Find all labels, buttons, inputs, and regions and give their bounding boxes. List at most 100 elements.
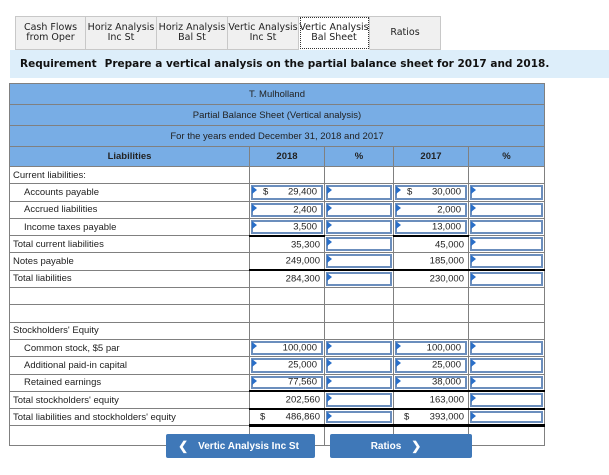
- table-row: Total current liabilities 35,300 45,000: [9, 234, 545, 254]
- value-tl-2018: 284,300: [249, 269, 325, 289]
- flag-icon: [327, 273, 332, 282]
- value-tcl-2017: 45,000: [393, 234, 469, 254]
- input-cs-pct-2017[interactable]: [468, 338, 545, 358]
- table-row: [9, 287, 545, 306]
- input-tcl-pct-2018[interactable]: [324, 235, 394, 254]
- input-apic-pct-2018[interactable]: [324, 356, 394, 375]
- flag-icon: [327, 411, 332, 420]
- flag-icon: [396, 359, 401, 368]
- input-ap-pct-2018[interactable]: [324, 183, 394, 202]
- flag-icon: [471, 220, 476, 229]
- next-button-label: Ratios: [370, 440, 402, 452]
- input-tcl-pct-2017[interactable]: [468, 235, 545, 254]
- table-row: Stockholders' Equity: [9, 321, 545, 340]
- input-accrued-2017[interactable]: 2,000: [393, 200, 469, 219]
- input-re-pct-2018[interactable]: [324, 373, 394, 392]
- row-label: Accrued liabilities: [9, 200, 250, 219]
- flag-icon: [471, 341, 476, 350]
- input-tl-pct-2017[interactable]: [468, 269, 545, 289]
- statement-period: For the years ended December 31, 2018 an…: [9, 125, 545, 147]
- prev-button-label: Vertic Analysis Inc St: [198, 440, 299, 452]
- input-itp-2017[interactable]: 13,000: [393, 217, 469, 237]
- next-button[interactable]: Ratios ❯: [330, 434, 472, 458]
- requirement-banner: Requirement Prepare a vertical analysis …: [10, 50, 609, 78]
- tab-bar: Cash Flows from Oper Horiz Analysis Inc …: [15, 16, 441, 50]
- input-re-pct-2017[interactable]: [468, 373, 545, 392]
- row-label: Additional paid-in capital: [9, 356, 250, 375]
- flag-icon: [327, 359, 332, 368]
- tab-vertic-analysis-inc-st[interactable]: Vertic Analysis Inc St: [228, 16, 299, 50]
- tab-horiz-analysis-bal-st[interactable]: Horiz Analysis Bal St: [157, 16, 228, 50]
- flag-icon: [252, 203, 257, 212]
- col-header-2017: 2017: [393, 146, 469, 167]
- input-re-2018[interactable]: 77,560: [249, 373, 325, 392]
- flag-icon: [327, 186, 332, 195]
- flag-icon: [471, 255, 476, 264]
- input-accrued-pct-2017[interactable]: [468, 200, 545, 219]
- flag-icon: [252, 186, 257, 195]
- input-te-pct-2018[interactable]: [324, 390, 394, 410]
- input-ap-2018[interactable]: $29,400: [249, 183, 325, 202]
- flag-icon: [471, 411, 476, 420]
- input-itp-2018[interactable]: 3,500: [249, 217, 325, 237]
- current-liabilities-header: Current liabilities:: [9, 165, 250, 185]
- flag-icon: [471, 273, 476, 282]
- row-label: Total current liabilities: [9, 235, 250, 254]
- value-np-2018: 249,000: [249, 252, 325, 271]
- input-apic-2017[interactable]: 25,000: [393, 356, 469, 375]
- input-cs-pct-2018[interactable]: [324, 338, 394, 358]
- value-np-2017: 185,000: [393, 252, 469, 271]
- input-cs-2017[interactable]: 100,000: [393, 338, 469, 358]
- input-re-2017[interactable]: 38,000: [393, 373, 469, 392]
- row-label: Notes payable: [9, 252, 250, 271]
- row-label: Total stockholders' equity: [9, 390, 250, 410]
- company-name: T. Mulholland: [9, 83, 545, 105]
- table-row: Income taxes payable 3,500 13,000: [9, 217, 545, 237]
- requirement-label: Requirement: [20, 58, 97, 70]
- input-itp-pct-2017[interactable]: [468, 217, 545, 237]
- prev-button[interactable]: ❮ Vertic Analysis Inc St: [166, 434, 315, 458]
- col-header-liabilities: Liabilities: [9, 146, 250, 167]
- flag-icon: [396, 341, 401, 350]
- flag-icon: [471, 394, 476, 403]
- tab-vertic-analysis-bal-sheet[interactable]: Vertic Analysis Bal Sheet: [299, 16, 370, 50]
- input-tle-pct-2017[interactable]: [468, 407, 545, 428]
- table-row: Total liabilities and stockholders' equi…: [9, 407, 545, 428]
- input-tl-pct-2018[interactable]: [324, 269, 394, 289]
- table-row: Notes payable 249,000 185,000: [9, 252, 545, 271]
- row-label: Total liabilities and stockholders' equi…: [9, 408, 250, 427]
- table-row: [9, 304, 545, 323]
- flag-icon: [252, 359, 257, 368]
- input-np-pct-2017[interactable]: [468, 252, 545, 271]
- tab-horiz-analysis-inc-st[interactable]: Horiz Analysis Inc St: [86, 16, 157, 50]
- input-tle-pct-2018[interactable]: [324, 407, 394, 428]
- flag-icon: [327, 376, 332, 385]
- value-te-2017: 163,000: [393, 390, 469, 410]
- input-cs-2018[interactable]: 100,000: [249, 338, 325, 358]
- input-ap-2017[interactable]: $30,000: [393, 183, 469, 202]
- table-row: Common stock, $5 par 100,000 100,000: [9, 338, 545, 358]
- flag-icon: [327, 203, 332, 212]
- input-te-pct-2017[interactable]: [468, 390, 545, 410]
- input-itp-pct-2018[interactable]: [324, 217, 394, 237]
- balance-sheet-table: T. Mulholland Partial Balance Sheet (Ver…: [9, 83, 545, 447]
- flag-icon: [327, 238, 332, 247]
- input-np-pct-2018[interactable]: [324, 252, 394, 271]
- row-label: Total liabilities: [9, 269, 250, 289]
- chevron-left-icon: ❮: [178, 439, 189, 453]
- value-tle-2018: $486,860: [249, 407, 325, 428]
- flag-icon: [327, 394, 332, 403]
- flag-icon: [396, 203, 401, 212]
- tab-cash-flows-from-oper[interactable]: Cash Flows from Oper: [15, 16, 86, 50]
- equity-header: Stockholders' Equity: [9, 321, 250, 340]
- input-accrued-2018[interactable]: 2,400: [249, 200, 325, 219]
- table-row: Additional paid-in capital 25,000 25,000: [9, 356, 545, 375]
- col-header-2018: 2018: [249, 146, 325, 167]
- input-apic-2018[interactable]: 25,000: [249, 356, 325, 375]
- flag-icon: [396, 186, 401, 195]
- tab-ratios[interactable]: Ratios: [370, 16, 441, 50]
- chevron-right-icon: ❯: [411, 439, 422, 453]
- input-ap-pct-2017[interactable]: [468, 183, 545, 202]
- input-accrued-pct-2018[interactable]: [324, 200, 394, 219]
- input-apic-pct-2017[interactable]: [468, 356, 545, 375]
